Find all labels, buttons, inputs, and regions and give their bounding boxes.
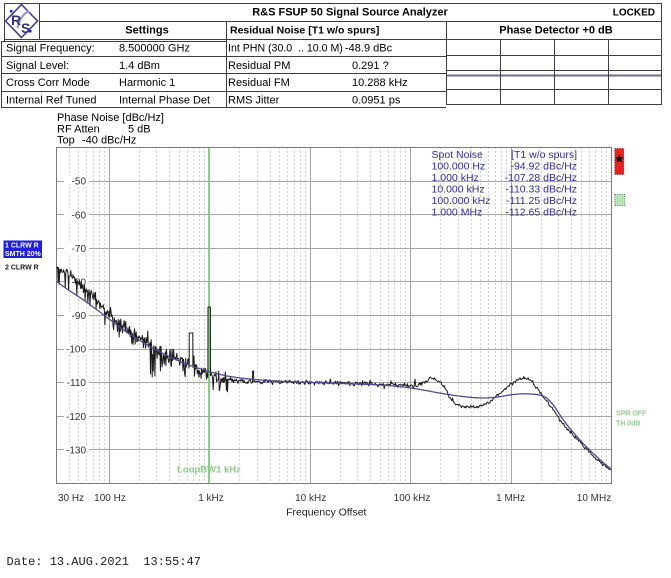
svg-text:-40 dBc/Hz: -40 dBc/Hz (82, 135, 136, 147)
svg-text:Phase Detector +0 dB: Phase Detector +0 dB (499, 25, 612, 37)
svg-text:Internal Phase Det: Internal Phase Det (119, 94, 210, 106)
svg-text:Residual PM: Residual PM (228, 60, 290, 72)
svg-text:Top: Top (57, 135, 75, 147)
svg-text:30 Hz: 30 Hz (58, 493, 84, 504)
svg-text:2 CLRW R: 2 CLRW R (5, 265, 39, 272)
svg-text:10 MHz: 10 MHz (577, 493, 611, 504)
svg-text:R&S FSUP 50 Signal Source Anal: R&S FSUP 50 Signal Source Analyzer (252, 7, 448, 19)
svg-text:Harmonic 1: Harmonic 1 (119, 77, 175, 89)
svg-text:1 kHz: 1 kHz (198, 493, 224, 504)
svg-text:-60: -60 (72, 210, 87, 221)
svg-text:1.000 MHz: 1.000 MHz (432, 206, 483, 218)
svg-text:Frequency Offset: Frequency Offset (286, 507, 366, 519)
svg-text:Signal Frequency:: Signal Frequency: (6, 43, 95, 55)
svg-text:R: R (11, 12, 21, 28)
svg-text:1.000 kHz: 1.000 kHz (432, 172, 479, 184)
svg-text:-111.25 dBc/Hz: -111.25 dBc/Hz (506, 195, 577, 207)
svg-text:RF Atten: RF Atten (57, 123, 100, 135)
svg-text:Residual Noise [T1 w/o spurs]: Residual Noise [T1 w/o spurs] (230, 25, 379, 37)
svg-text:LoopBW1 kHz: LoopBW1 kHz (177, 465, 241, 476)
svg-text:-120: -120 (66, 412, 86, 423)
svg-text:1 CLRW R: 1 CLRW R (5, 243, 39, 250)
svg-text:-110: -110 (67, 378, 87, 389)
svg-text:100.000 kHz: 100.000 kHz (432, 195, 491, 207)
svg-text:-90: -90 (72, 311, 87, 322)
svg-text:10 kHz: 10 kHz (295, 493, 326, 504)
svg-text:-48.9 dBc: -48.9 dBc (345, 43, 393, 55)
svg-text:100 kHz: 100 kHz (394, 493, 431, 504)
svg-text:Cross Corr Mode: Cross Corr Mode (6, 77, 90, 89)
svg-text:-50: -50 (72, 177, 87, 188)
svg-text:Phase Noise [dBc/Hz]: Phase Noise [dBc/Hz] (57, 112, 164, 124)
svg-text:LOCKED: LOCKED (613, 8, 655, 19)
svg-text:SMTH 20%: SMTH 20% (5, 251, 42, 258)
svg-text:100.000 Hz: 100.000 Hz (432, 160, 486, 172)
svg-text:Signal Level:: Signal Level: (6, 60, 69, 72)
svg-text:-100: -100 (66, 345, 86, 356)
svg-text:-130: -130 (66, 445, 86, 456)
svg-text:-110.33 dBc/Hz: -110.33 dBc/Hz (505, 183, 577, 195)
svg-text:Internal Ref Tuned: Internal Ref Tuned (6, 94, 97, 106)
svg-text:S: S (21, 20, 30, 36)
svg-text:-70: -70 (72, 244, 87, 255)
svg-text:-112.65 dBc/Hz: -112.65 dBc/Hz (505, 206, 577, 218)
svg-text:[T1 w/o spurs]: [T1 w/o spurs] (511, 149, 577, 161)
svg-text:100 Hz: 100 Hz (94, 493, 126, 504)
svg-text:10.288 kHz: 10.288 kHz (352, 77, 408, 89)
svg-text:5 dB: 5 dB (128, 123, 151, 135)
svg-text:0.0951 ps: 0.0951 ps (352, 94, 401, 106)
svg-text:SPR OFF: SPR OFF (616, 411, 647, 418)
svg-text:10.000 kHz: 10.000 kHz (432, 183, 485, 195)
svg-text:Int PHN (30.0 .. 10.0 M): Int PHN (30.0 .. 10.0 M) (228, 43, 343, 55)
svg-text:TH 0dB: TH 0dB (616, 421, 641, 428)
svg-text:Date: 13.AUG.2021 13:55:47: Date: 13.AUG.2021 13:55:47 (7, 555, 201, 569)
svg-text:RMS Jitter: RMS Jitter (228, 94, 280, 106)
svg-text:-94.92 dBc/Hz: -94.92 dBc/Hz (510, 160, 577, 172)
svg-text:1.4 dBm: 1.4 dBm (119, 60, 160, 72)
svg-text:Residual FM: Residual FM (228, 77, 290, 89)
svg-text:Spot Noise: Spot Noise (432, 149, 484, 161)
svg-text:8.500000 GHz: 8.500000 GHz (119, 43, 190, 55)
svg-text:1 MHz: 1 MHz (496, 493, 525, 504)
svg-text:Settings: Settings (125, 25, 168, 37)
svg-text:0.291 ?: 0.291 ? (352, 60, 389, 72)
svg-text:-107.28 dBc/Hz: -107.28 dBc/Hz (505, 172, 577, 184)
